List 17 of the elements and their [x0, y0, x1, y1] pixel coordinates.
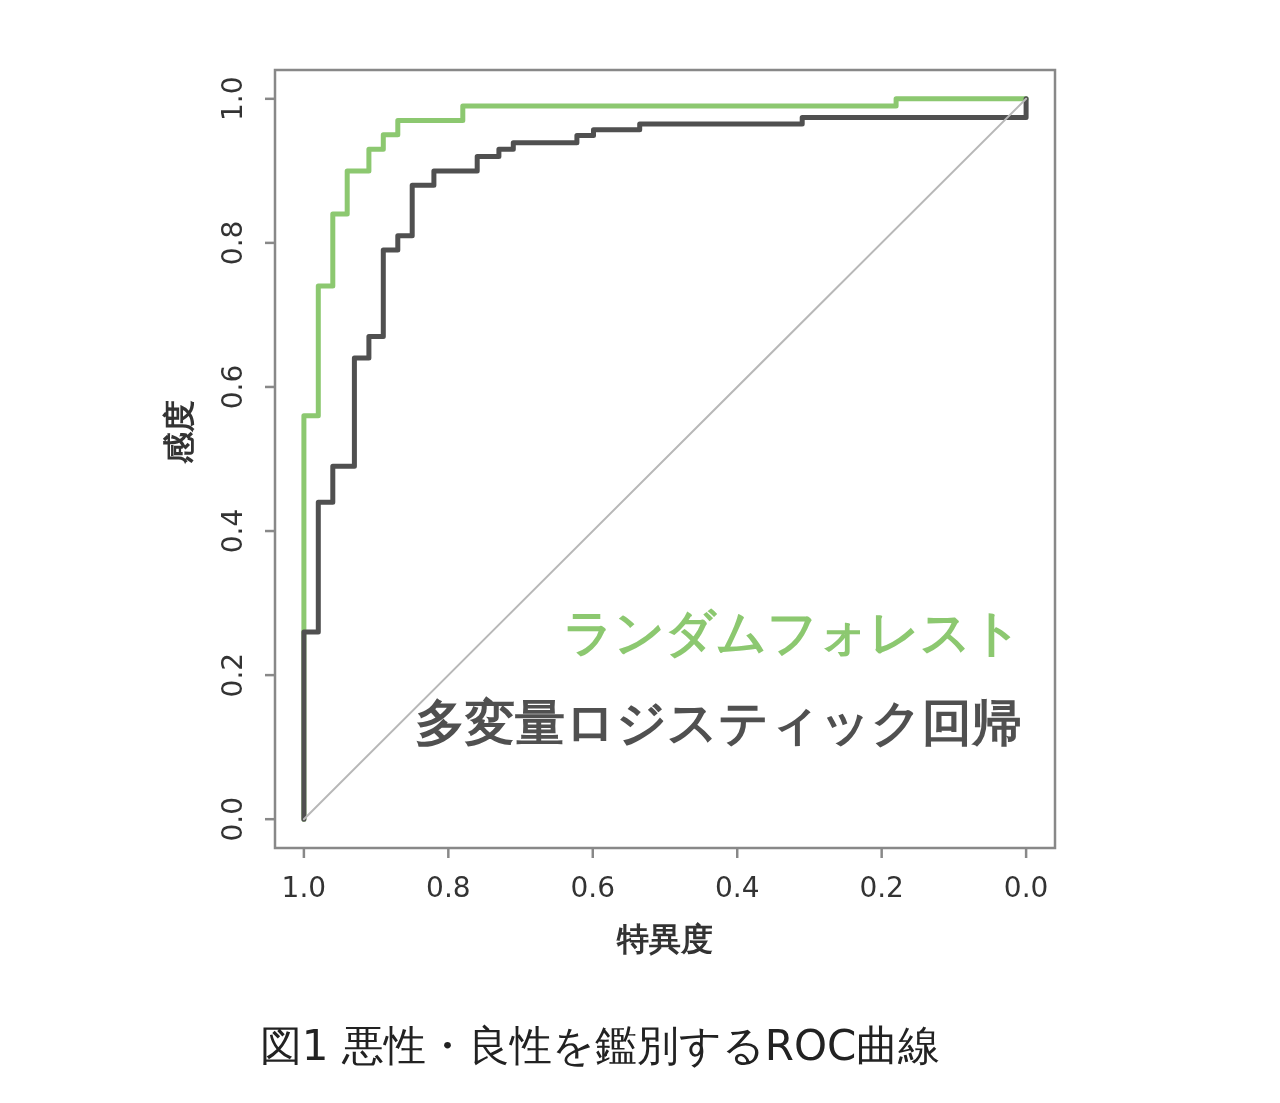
x-tick-label: 0.0: [1003, 871, 1049, 904]
y-tick-label: 0.6: [216, 364, 249, 410]
x-tick-label: 0.4: [714, 871, 760, 904]
x-tick-label: 0.8: [426, 871, 471, 904]
y-tick-label: 0.8: [216, 220, 249, 266]
y-tick-label: 0.0: [216, 796, 249, 842]
y-tick-label: 0.4: [216, 508, 249, 554]
x-tick-label: 0.2: [859, 871, 904, 904]
y-tick-label: 0.2: [216, 652, 249, 698]
y-axis-title: 感度: [160, 400, 198, 465]
x-tick-label: 1.0: [281, 871, 327, 904]
x-axis-title: 特異度: [616, 920, 713, 958]
text: 多変量ロジスティック回帰: [415, 694, 1022, 752]
x-tick-label: 0.6: [570, 871, 616, 904]
text: ランダムフォレスト: [563, 604, 1022, 662]
y-tick-label: 1.0: [216, 76, 249, 122]
caption: 図1 悪性・良性を鑑別するROC曲線: [259, 1021, 941, 1070]
